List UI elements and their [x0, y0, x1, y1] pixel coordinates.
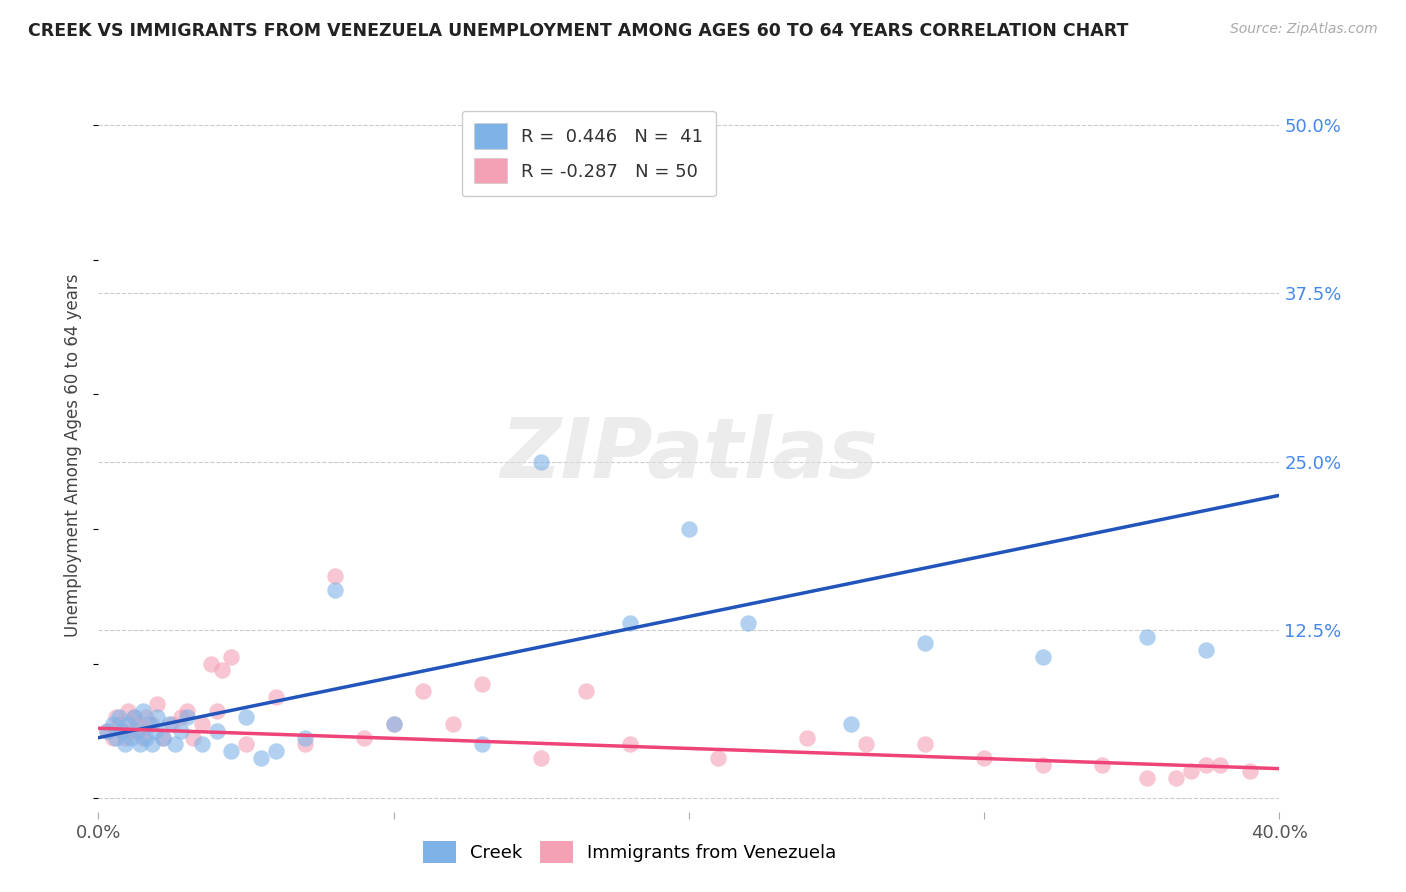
Point [146, 697, 169, 711]
Point [250, 751, 273, 765]
Point [1239, 764, 1261, 779]
Point [105, 710, 128, 724]
Point [353, 731, 375, 745]
Point [1180, 764, 1202, 779]
Point [737, 616, 759, 631]
Text: Source: ZipAtlas.com: Source: ZipAtlas.com [1230, 22, 1378, 37]
Point [441, 717, 464, 731]
Y-axis label: Unemployment Among Ages 60 to 64 years: Unemployment Among Ages 60 to 64 years [65, 273, 83, 637]
Point [141, 717, 163, 731]
Point [382, 717, 405, 731]
Point [264, 690, 287, 705]
Point [132, 704, 155, 718]
Point [103, 731, 125, 745]
Text: CREEK VS IMMIGRANTS FROM VENEZUELA UNEMPLOYMENT AMONG AGES 60 TO 64 YEARS CORREL: CREEK VS IMMIGRANTS FROM VENEZUELA UNEMP… [28, 22, 1129, 40]
Point [108, 710, 131, 724]
Point [122, 710, 145, 724]
Point [219, 744, 242, 758]
Point [530, 751, 553, 765]
Point [1195, 757, 1218, 772]
Point [125, 723, 148, 738]
Point [120, 723, 142, 738]
Point [1032, 757, 1054, 772]
Point [170, 710, 193, 724]
Point [165, 738, 187, 752]
Point [619, 616, 641, 631]
Point [176, 710, 198, 724]
Point [105, 731, 128, 745]
Point [1032, 649, 1054, 664]
Point [412, 683, 434, 698]
Point [841, 717, 863, 731]
Point [1091, 757, 1114, 772]
Point [138, 717, 160, 731]
Point [162, 717, 183, 731]
Point [205, 704, 228, 718]
Point [914, 738, 936, 752]
Point [205, 723, 228, 738]
Point [170, 723, 193, 738]
Point [117, 704, 139, 718]
Point [176, 704, 198, 718]
Point [114, 731, 136, 745]
Point [120, 731, 142, 745]
Point [114, 738, 136, 752]
Point [191, 738, 214, 752]
Point [117, 717, 139, 731]
Point [157, 717, 180, 731]
Point [235, 738, 257, 752]
Point [96, 723, 118, 738]
Point [530, 455, 553, 469]
Point [323, 582, 346, 597]
Point [323, 569, 346, 583]
Point [128, 738, 150, 752]
Point [108, 717, 131, 731]
Point [219, 649, 242, 664]
Point [135, 710, 157, 724]
Point [914, 636, 936, 650]
Point [181, 731, 204, 745]
Point [135, 731, 157, 745]
Point [191, 717, 214, 731]
Point [382, 717, 405, 731]
Point [471, 677, 494, 691]
Point [294, 738, 316, 752]
Point [1164, 771, 1187, 785]
Text: ZIPatlas: ZIPatlas [501, 415, 877, 495]
Point [1195, 643, 1218, 657]
Point [973, 751, 995, 765]
Point [235, 710, 257, 724]
Point [678, 522, 700, 536]
Point [200, 657, 222, 671]
Point [855, 738, 877, 752]
Point [132, 731, 155, 745]
Point [141, 738, 163, 752]
Point [1209, 757, 1232, 772]
Point [125, 717, 148, 731]
Point [152, 731, 174, 745]
Point [1135, 771, 1157, 785]
Point [619, 738, 641, 752]
Point [471, 738, 494, 752]
Point [111, 723, 134, 738]
Point [111, 723, 134, 738]
Point [128, 723, 150, 738]
Legend: Creek, Immigrants from Venezuela: Creek, Immigrants from Venezuela [416, 834, 844, 871]
Point [96, 723, 118, 738]
Point [707, 751, 730, 765]
Point [146, 710, 169, 724]
Point [143, 723, 166, 738]
Point [574, 683, 596, 698]
Point [152, 731, 174, 745]
Point [1135, 630, 1157, 644]
Point [103, 717, 125, 731]
Point [796, 731, 818, 745]
Point [211, 664, 233, 678]
Point [264, 744, 287, 758]
Point [294, 731, 316, 745]
Point [122, 710, 145, 724]
